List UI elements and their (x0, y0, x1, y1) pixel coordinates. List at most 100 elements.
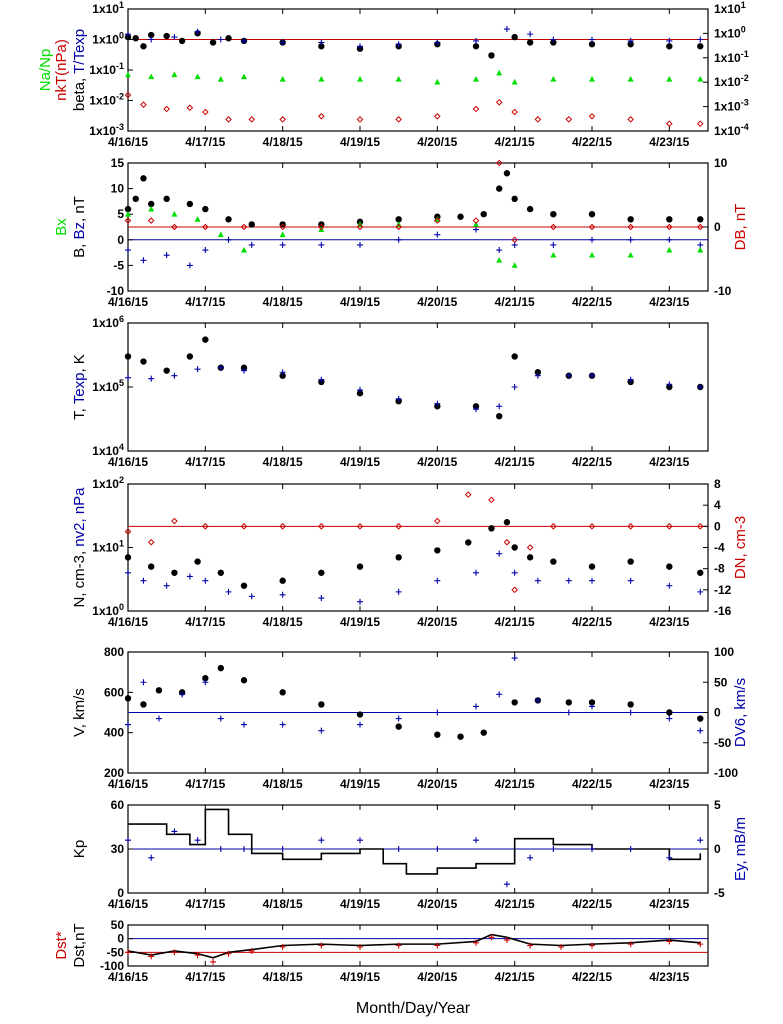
data-point (565, 372, 572, 379)
data-point (496, 257, 503, 263)
data-point (480, 211, 487, 218)
data-point (163, 582, 170, 589)
right-tick-label: -4 (714, 541, 725, 555)
data-point (202, 523, 209, 530)
date-tick-label: 4/22/15 (572, 970, 612, 984)
left-tick-label: 1x100 (92, 31, 124, 47)
data-point (210, 958, 217, 965)
data-point (434, 517, 441, 525)
data-point (588, 699, 596, 706)
series-T (124, 336, 704, 420)
data-point (318, 75, 325, 82)
right-tick-label: 1x10-4 (714, 122, 749, 138)
data-point (194, 558, 201, 565)
data-point (666, 854, 673, 861)
data-point (318, 701, 325, 708)
data-point (124, 353, 132, 360)
data-point (140, 175, 147, 182)
data-point (511, 195, 518, 203)
date-tick-label: 4/17/15 (185, 777, 225, 791)
data-point (148, 36, 155, 43)
left-tick-label: 15 (111, 156, 125, 170)
data-point (202, 679, 209, 686)
data-point (488, 525, 495, 532)
data-point (534, 697, 541, 704)
data-point (140, 577, 147, 584)
data-point (148, 200, 155, 208)
left-axis-label: N, cm-3, nv2, nPa (71, 487, 88, 608)
data-point (496, 550, 503, 557)
data-point (697, 715, 704, 722)
date-tick-label: 4/21/15 (495, 615, 535, 629)
data-point (627, 376, 634, 383)
data-point (186, 104, 194, 112)
data-point (357, 721, 363, 728)
date-tick-label: 4/20/15 (417, 295, 457, 309)
data-point (356, 223, 364, 231)
data-point (125, 71, 131, 78)
data-point (217, 36, 224, 43)
data-point (511, 544, 518, 551)
data-point (186, 262, 193, 269)
date-tick-label: 4/19/15 (340, 777, 380, 791)
data-point (588, 223, 596, 231)
data-point (697, 941, 704, 948)
data-point (240, 223, 248, 231)
left-axis-label-2: Dst* (53, 931, 70, 960)
data-point (279, 721, 286, 728)
date-tick-label: 4/18/15 (263, 615, 303, 629)
data-point (124, 528, 132, 535)
left-tick-label: -10 (107, 284, 125, 298)
data-point (480, 729, 487, 736)
data-point (163, 367, 170, 374)
date-tick-label: 4/21/15 (495, 970, 535, 984)
series-beta (124, 30, 704, 59)
data-point (496, 69, 503, 76)
data-point (279, 943, 286, 950)
data-point (225, 588, 232, 595)
data-point (627, 846, 634, 852)
panel-magnetic-field: -10 -5 0 5 10 15 -10 0 10 4/16/15 4/17/15 4/18/15 4/… (53, 156, 749, 309)
date-tick-label: 4/20/15 (417, 897, 457, 911)
data-point (318, 942, 325, 949)
data-point (589, 372, 595, 379)
data-point (241, 721, 247, 728)
data-point (171, 828, 178, 835)
date-tick-label: 4/23/15 (649, 295, 689, 309)
series-Texp (125, 364, 704, 413)
date-tick-label: 4/16/15 (108, 455, 148, 469)
data-point (357, 598, 363, 605)
data-point (318, 241, 325, 248)
series-B (124, 170, 704, 228)
data-point (217, 569, 224, 576)
data-point (140, 679, 147, 686)
data-point (527, 854, 534, 861)
data-point (666, 75, 673, 82)
data-point (503, 26, 510, 33)
panel-frame (127, 8, 709, 132)
date-tick-label: 4/19/15 (340, 970, 380, 984)
data-point (666, 246, 673, 253)
data-point (589, 251, 595, 258)
data-point (434, 577, 441, 584)
right-axis-label: DN, cm-3 (732, 516, 749, 579)
data-point (697, 588, 704, 595)
date-tick-label: 4/22/15 (572, 455, 612, 469)
date-tick-label: 4/17/15 (185, 295, 225, 309)
left-tick-label: 1x101 (92, 0, 124, 16)
right-tick-label: -100 (714, 766, 738, 780)
data-point (696, 523, 704, 530)
series-DN (124, 491, 704, 594)
date-tick-label: 4/16/15 (108, 970, 148, 984)
data-point (511, 655, 518, 662)
series-nv2 (125, 550, 704, 605)
series-Bx (125, 205, 704, 268)
date-tick-label: 4/18/15 (263, 295, 303, 309)
data-point (279, 231, 286, 238)
data-point (318, 43, 325, 50)
data-point (241, 246, 247, 253)
panel-plasma-beta: 1x10-3 1x10-2 1x10-1 1x100 1x101 1x10-4 1x10-3… (37, 0, 749, 149)
data-point (627, 216, 634, 223)
data-point (171, 71, 178, 78)
data-point (356, 563, 364, 570)
